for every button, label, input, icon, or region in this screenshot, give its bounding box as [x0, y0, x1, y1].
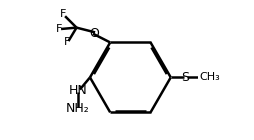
Text: F: F — [60, 9, 66, 19]
Text: F: F — [56, 24, 62, 34]
Text: S: S — [182, 71, 189, 84]
Text: O: O — [89, 26, 99, 39]
Text: CH₃: CH₃ — [200, 72, 220, 82]
Text: F: F — [64, 37, 70, 47]
Text: HN: HN — [69, 84, 87, 97]
Text: NH₂: NH₂ — [66, 102, 90, 115]
